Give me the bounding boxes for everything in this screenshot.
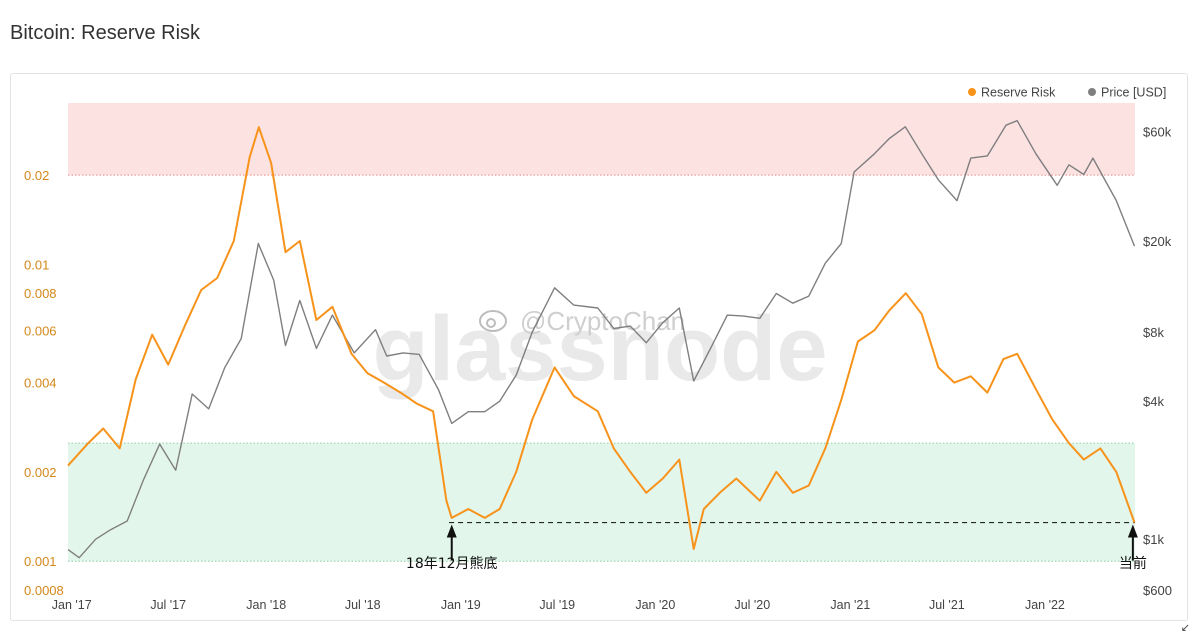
x-tick-label: Jul '20 [734, 598, 770, 612]
legend-swatch [968, 88, 976, 96]
right-tick-label: $20k [1143, 234, 1172, 249]
x-tick-label: Jan '21 [830, 598, 870, 612]
weibo-tag: @CryptoChan [520, 306, 685, 336]
left-tick-label: 0.006 [24, 323, 57, 338]
price-line [67, 120, 1136, 559]
x-tick-label: Jan '17 [52, 598, 92, 612]
x-tick-label: Jan '20 [635, 598, 675, 612]
x-tick-label: Jan '19 [441, 598, 481, 612]
series-layer [67, 120, 1136, 559]
x-tick-label: Jul '18 [345, 598, 381, 612]
legend-swatch [1088, 88, 1096, 96]
left-tick-label: 0.001 [24, 554, 57, 569]
page-title: Bitcoin: Reserve Risk [10, 22, 201, 44]
x-tick-label: Jul '19 [539, 598, 575, 612]
resize-corner-icon[interactable]: ↙ [1180, 622, 1190, 634]
zone-low [68, 443, 1135, 562]
right-tick-label: $8k [1143, 325, 1164, 340]
current-label: 当前 [1119, 555, 1147, 572]
bottom-2018-label: 18年12月熊底 [406, 556, 498, 572]
zone-high [68, 103, 1135, 176]
left-tick-label: 0.008 [24, 286, 57, 301]
left-tick-label: 0.01 [24, 257, 49, 272]
left-axis: 0.0008 0.001 0.002 0.004 0.006 0.008 0.01 0.02 [24, 168, 64, 598]
x-tick-label: Jul '17 [150, 598, 186, 612]
right-tick-label: $600 [1143, 583, 1172, 598]
zones-layer [68, 103, 1135, 562]
left-tick-label: 0.004 [24, 376, 57, 391]
watermark-layer: glassnode @CryptoChan [372, 298, 827, 400]
reserve-risk-line [67, 126, 1136, 550]
right-tick-label: $4k [1143, 394, 1164, 409]
left-tick-label: 0.0008 [24, 583, 64, 598]
right-axis: $600 $1k $4k $8k $20k $60k [1143, 125, 1172, 598]
bottom-2018-arrow-head [446, 524, 457, 538]
left-tick-label: 0.02 [24, 168, 49, 183]
x-tick-label: Jul '21 [929, 598, 965, 612]
legend-label[interactable]: Price [USD] [1101, 86, 1166, 100]
x-axis: Jan '17 Jul '17 Jan '18 Jul '18 Jan '19 Jul '… [52, 598, 1065, 612]
legend-label[interactable]: Reserve Risk [981, 86, 1056, 100]
current-arrow-head [1127, 524, 1138, 538]
chart-frame [10, 73, 1188, 621]
x-tick-label: Jan '18 [246, 598, 286, 612]
x-tick-label: Jan '22 [1025, 598, 1065, 612]
right-tick-label: $60k [1143, 125, 1172, 140]
left-tick-label: 0.002 [24, 465, 57, 480]
right-tick-label: $1k [1143, 532, 1164, 547]
weibo-icon [479, 310, 507, 332]
legend: Reserve Risk Price [USD] [968, 86, 1166, 100]
watermark-text: glassnode [372, 298, 827, 400]
annotations-layer: 18年12月熊底 当前 [406, 524, 1147, 572]
